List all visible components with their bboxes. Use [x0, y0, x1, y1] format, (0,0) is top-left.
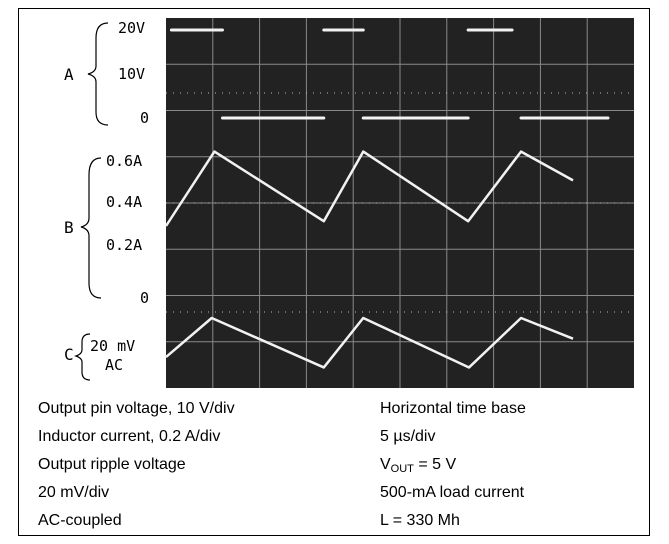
channel-a-label: A — [64, 65, 74, 84]
channel-c-trace — [165, 316, 574, 369]
figure-frame — [18, 8, 650, 536]
channel-b-brace — [80, 157, 102, 299]
channel-c-tick-ac: AC — [105, 356, 123, 374]
caption-vout: VOUT = 5 V — [380, 456, 457, 475]
caption-inductor-current: Inductor current, 0.2 A/div — [38, 428, 221, 445]
caption-ripple-scale: 20 mV/div — [38, 484, 110, 501]
channel-b-label: B — [64, 218, 74, 237]
caption-horizontal-time-base: Horizontal time base — [380, 400, 526, 417]
channel-c-brace — [74, 333, 91, 381]
channel-b-tick-0.2a: 0.2A — [106, 236, 142, 254]
caption-output-pin-voltage: Output pin voltage, 10 V/div — [38, 400, 235, 417]
channel-c-label: C — [64, 345, 74, 364]
channel-a-tick-0: 0 — [140, 109, 149, 127]
scope-grid — [166, 18, 634, 388]
channel-a-tick-10v: 10V — [118, 65, 145, 83]
channel-b-tick-0: 0 — [140, 289, 149, 307]
caption-time-base-value: 5 µs/div — [380, 428, 436, 445]
channel-b-trace — [164, 150, 574, 227]
caption-inductance: L = 330 Mh — [380, 512, 460, 529]
channel-c-tick-20mv: 20 mV — [90, 337, 135, 355]
channel-b-tick-0.4a: 0.4A — [106, 193, 142, 211]
caption-vout-prefix: V — [380, 456, 391, 473]
caption-vout-subscript: OUT — [390, 463, 414, 475]
channel-b-tick-0.6a: 0.6A — [106, 152, 142, 170]
channel-a-brace — [87, 22, 109, 126]
caption-ac-coupled: AC-coupled — [38, 512, 122, 529]
channel-a-tick-20v: 20V — [118, 19, 145, 37]
caption-load-current: 500-mA load current — [380, 484, 525, 501]
scope-traces — [164, 28, 610, 369]
caption-vout-suffix: = 5 V — [413, 456, 457, 473]
caption-output-ripple-voltage: Output ripple voltage — [38, 456, 186, 473]
